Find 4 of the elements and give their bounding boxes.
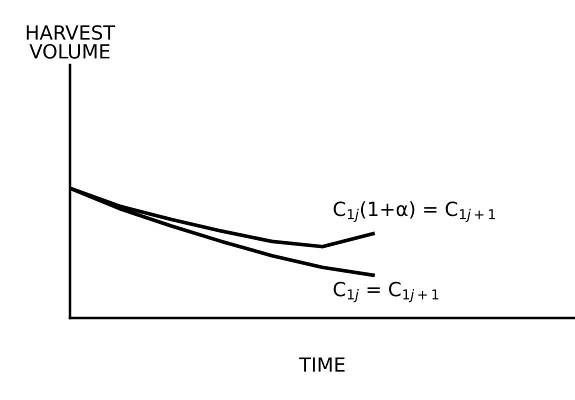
text: HARVEST VOLUME <box>26 25 116 59</box>
series-label: C$_{1j}$ = C$_{1j+1}$ <box>334 282 438 302</box>
series-label: C$_{1j}$(1+α) = C$_{1j+1}$ <box>334 201 495 222</box>
x-axis-title: TIME <box>299 357 345 372</box>
